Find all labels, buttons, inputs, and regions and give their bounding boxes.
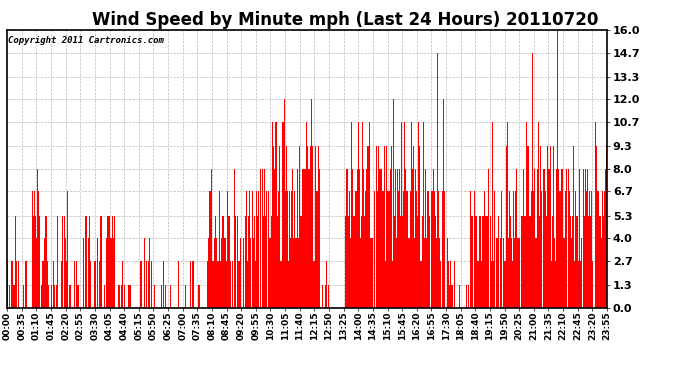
Text: Copyright 2011 Cartronics.com: Copyright 2011 Cartronics.com [8, 36, 164, 45]
Text: Wind Speed by Minute mph (Last 24 Hours) 20110720: Wind Speed by Minute mph (Last 24 Hours)… [92, 11, 598, 29]
